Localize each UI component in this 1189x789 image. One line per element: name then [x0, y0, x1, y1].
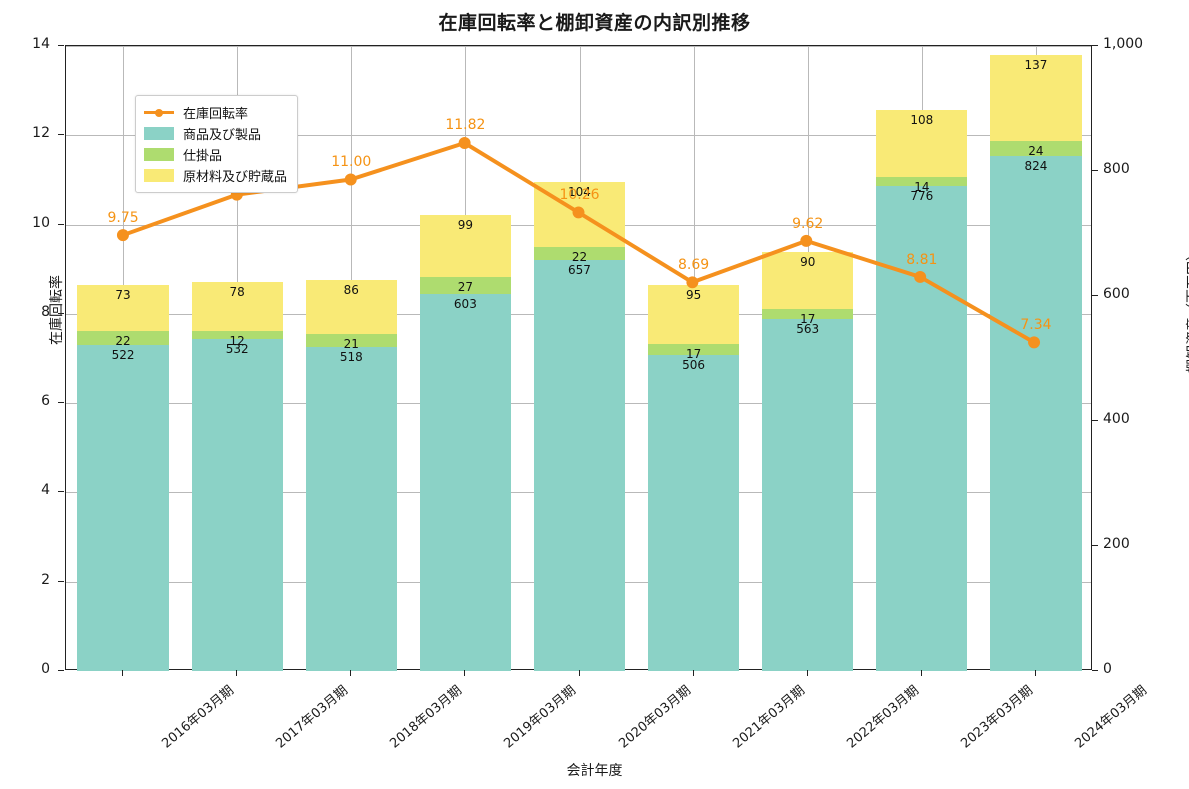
line-value-label: 9.75 — [107, 209, 139, 226]
tick-mark — [58, 670, 64, 671]
legend-item[interactable]: 仕掛品 — [144, 144, 287, 165]
legend-label: 在庫回転率 — [183, 107, 249, 122]
tick-mark — [58, 491, 64, 493]
y-axis-right-tick-label: 400 — [1103, 411, 1130, 427]
bar-segment[interactable]: 603 — [419, 294, 512, 671]
line-marker[interactable] — [800, 234, 813, 247]
page-title: 在庫回転率と棚卸資産の内訳別推移 — [438, 12, 751, 34]
tick-mark — [122, 670, 124, 676]
chart-legend[interactable]: 在庫回転率商品及び製品 仕掛品原材料及び貯蔵品 — [135, 95, 299, 193]
legend-line-marker-icon — [144, 106, 174, 119]
tick-mark — [58, 402, 64, 404]
x-axis-tick-label: 2021年03月期 — [729, 683, 808, 752]
line-marker[interactable] — [914, 270, 927, 283]
tick-mark — [1034, 670, 1036, 676]
x-axis-tick-label: 2023年03月期 — [958, 683, 1036, 752]
y-axis-right-tick-label: 600 — [1103, 286, 1130, 302]
y-axis-left-tick-label: 6 — [41, 393, 50, 410]
gridline — [66, 135, 1091, 137]
tick-mark — [58, 312, 64, 314]
y-axis-left-tick-label: 14 — [32, 36, 50, 52]
tick-mark — [1092, 45, 1098, 46]
tick-mark — [692, 670, 694, 676]
legend-item[interactable]: 在庫回転率 — [144, 102, 287, 123]
bar-segment[interactable]: 506 — [647, 354, 740, 671]
y-axis-left-tick-label: 0 — [41, 661, 50, 677]
bar-segment[interactable]: 657 — [533, 260, 626, 671]
tick-mark — [920, 670, 922, 676]
tick-mark — [58, 134, 64, 136]
line-value-label: 11.82 — [445, 117, 486, 134]
y-axis-right-tick-label: 800 — [1103, 161, 1130, 177]
bar-segment[interactable]: 824 — [990, 156, 1082, 671]
y-axis-left-tick-label: 2 — [41, 571, 50, 588]
line-value-label: 11.00 — [331, 153, 372, 170]
y-axis-right-label: 棚卸資産（百万円） — [1186, 247, 1189, 373]
bar-segment[interactable]: 95 — [647, 284, 740, 345]
legend-label: 仕掛品 — [183, 149, 223, 164]
bar-segment[interactable]: 522 — [77, 344, 169, 671]
line-marker[interactable] — [458, 137, 471, 149]
line-value-label: 9.62 — [792, 215, 824, 232]
line-value-label: 8.81 — [906, 251, 938, 268]
x-axis-tick-label: 2018年03月期 — [387, 683, 466, 752]
line-marker[interactable] — [116, 229, 129, 242]
tick-mark — [236, 670, 238, 676]
line-value-label: 7.34 — [1020, 317, 1052, 334]
tick-mark — [58, 580, 64, 582]
line-marker[interactable] — [344, 173, 357, 186]
line-marker[interactable] — [572, 206, 585, 219]
tick-mark — [58, 45, 64, 46]
tick-mark — [1092, 295, 1098, 296]
line-marker[interactable] — [1028, 336, 1041, 349]
bar-segment[interactable]: 90 — [762, 252, 854, 309]
x-axis-tick-label: 2017年03月期 — [273, 683, 352, 752]
tick-mark — [1092, 670, 1098, 671]
bar-segment[interactable]: 99 — [419, 215, 512, 278]
line-value-label: 10.26 — [559, 186, 600, 203]
tick-mark — [1092, 420, 1098, 421]
legend-label: 原材料及び貯蔵品 — [183, 170, 288, 185]
legend-item[interactable]: 商品及び製品 — [144, 123, 287, 144]
x-axis-tick-label: 2024年03月期 — [1072, 683, 1150, 752]
x-axis-label: 会計年度 — [566, 763, 623, 779]
legend-swatch-icon — [144, 169, 174, 182]
y-axis-left-tick-label: 4 — [41, 482, 50, 499]
bar-segment[interactable]: 518 — [305, 347, 397, 671]
bar-segment[interactable]: 563 — [762, 319, 854, 671]
x-axis-tick-label: 2016年03月期 — [159, 683, 237, 752]
x-axis-tick-label: 2020年03月期 — [615, 683, 694, 752]
y-axis-right-tick-label: 0 — [1103, 661, 1112, 677]
tick-mark — [350, 670, 352, 676]
y-axis-right-tick-label: 1,000 — [1103, 36, 1144, 52]
y-axis-left-tick-label: 12 — [32, 125, 50, 142]
y-axis-left-tick-label: 8 — [41, 303, 50, 320]
plot-area: 522 22 73 532 12 78 518 21 86 603 27 99 657 22 104 506 1… — [65, 45, 1092, 671]
legend-swatch-icon — [144, 127, 174, 140]
tick-mark — [1092, 545, 1098, 546]
tick-mark — [806, 670, 808, 676]
tick-mark — [464, 670, 466, 676]
x-axis-tick-label: 2022年03月期 — [844, 683, 922, 752]
tick-mark — [1092, 170, 1098, 171]
line-marker[interactable] — [686, 276, 699, 289]
y-axis-left-tick-label: 10 — [32, 214, 50, 231]
x-axis-tick-label: 2019年03月期 — [501, 683, 580, 752]
y-axis-right-tick-label: 200 — [1103, 536, 1130, 552]
legend-item[interactable]: 原材料及び貯蔵品 — [144, 165, 287, 186]
line-value-label: 8.69 — [678, 257, 710, 274]
tick-mark — [58, 223, 64, 225]
gridline — [66, 46, 1091, 47]
tick-mark — [578, 670, 580, 676]
legend-swatch-icon — [144, 148, 174, 161]
legend-label: 商品及び製品 — [183, 128, 262, 143]
